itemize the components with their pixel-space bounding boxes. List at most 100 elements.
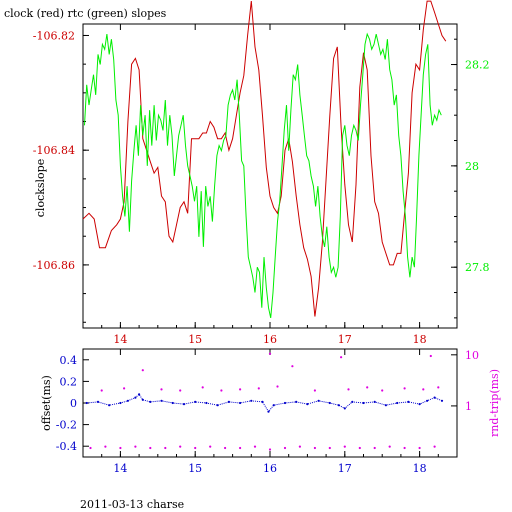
series-offset-point <box>194 400 197 403</box>
y-right-tick-label: 10 <box>465 349 479 362</box>
series-rnd-trip-outliers-point <box>268 352 272 355</box>
series-rnd-trip-outliers-point <box>160 388 163 391</box>
y-left-tick-label: 0.2 <box>60 375 78 388</box>
series-rnd-trip-outliers-point <box>437 386 440 389</box>
series-offset-point <box>126 399 129 402</box>
series-offset-point <box>171 401 174 405</box>
series-rnd-trip-outliers-point <box>366 386 369 389</box>
series-rnd-trip-point <box>373 446 376 450</box>
y-left-tick-label: 0 <box>70 397 77 410</box>
series-rnd-trip-point <box>104 445 107 448</box>
y-left-tick-label: -106.86 <box>33 259 75 272</box>
y-right-tick-label: 28 <box>465 160 479 173</box>
x-tick-label: 14 <box>113 333 127 346</box>
x-tick-label: 18 <box>413 333 427 346</box>
series-rnd-trip-outliers-point <box>429 354 432 358</box>
series-rnd-trip-point <box>179 445 182 448</box>
series-offset-point <box>216 404 219 407</box>
series-offset-point <box>351 400 354 403</box>
series-offset-point <box>138 393 141 396</box>
series-offset-point <box>396 401 399 405</box>
series-rnd-trip-point <box>209 445 212 448</box>
series-offset-point <box>295 400 298 403</box>
y-left-tick-label: -0.2 <box>56 419 77 432</box>
series-rnd-trip-point <box>164 446 167 450</box>
series-offset-point <box>407 400 410 403</box>
series-offset-point <box>440 399 444 402</box>
series-rnd-trip-point <box>403 446 406 450</box>
y-left-tick-label: 0.4 <box>60 354 78 367</box>
series-rnd-trip-point <box>298 445 301 448</box>
series-rnd-trip-point <box>134 445 137 448</box>
series-rnd-trip-point <box>253 445 257 448</box>
series-offset-point <box>267 410 270 413</box>
series-rnd-trip-point <box>194 446 197 450</box>
x-tick-label: 17 <box>338 462 352 475</box>
x-tick-label: 17 <box>338 333 352 346</box>
series-offset-point <box>272 404 275 407</box>
series-rnd-trip-outliers-point <box>403 387 406 390</box>
series-offset-point <box>250 399 253 402</box>
series-rnd-trip-outliers-point <box>141 369 144 372</box>
series-rnd-trip-outliers-point <box>313 389 316 392</box>
series-offset-point <box>182 403 186 406</box>
series-offset-point <box>433 396 436 399</box>
series-rnd-trip-point <box>388 445 391 448</box>
series-rnd-trip-point <box>313 446 316 450</box>
series-rnd-trip-outliers-point <box>381 389 384 392</box>
series-rnd-trip-outliers-point <box>257 387 260 390</box>
series-offset-point <box>119 401 122 405</box>
series-rnd-trip-point <box>328 446 331 450</box>
series-rnd-trip-outliers-point <box>220 389 223 392</box>
series-rnd-trip-point <box>358 446 361 450</box>
series-rnd-trip-outliers-point <box>123 387 126 390</box>
series-offset-point <box>343 407 346 410</box>
series-rnd-trip-point <box>224 446 227 450</box>
series-rnd-trip-outliers-point <box>291 365 294 368</box>
series-offset-point <box>362 401 365 405</box>
bottom-y-left-label: offset(ms) <box>40 375 53 431</box>
bottom-plot: 14 15 16 17 18 0.4 0.2 0 -0.2 -0.4 10 1 offset(ms) rn… <box>40 348 501 475</box>
series-rnd-trip-outliers-point <box>347 388 350 391</box>
series-offset-point <box>337 404 340 407</box>
y-right-tick-label: 27.8 <box>465 261 490 274</box>
series-rnd-trip-point <box>433 445 436 448</box>
series-offset-point <box>328 401 331 405</box>
series-rnd-trip-point <box>343 445 346 448</box>
series-rnd-trip-outliers-point <box>276 385 279 388</box>
y-right-tick-label: 1 <box>465 400 472 413</box>
top-y-axis-label: clockslope <box>34 159 47 217</box>
series-rnd-trip-point <box>119 446 122 450</box>
series-offset-point <box>134 396 137 399</box>
series-offset-point <box>141 398 144 401</box>
footer-label: 2011-03-13 charse <box>80 498 184 511</box>
y-left-tick-label: -106.84 <box>33 144 75 157</box>
series-offset-point <box>108 404 111 407</box>
series-rnd-trip-point <box>418 446 421 450</box>
series-offset-point <box>227 400 230 403</box>
series-offset-point <box>160 399 163 402</box>
series-clock-line <box>82 0 447 317</box>
series-offset-point <box>317 399 320 402</box>
series-offset-point <box>205 401 208 405</box>
x-tick-label: 18 <box>413 462 427 475</box>
bottom-y-right-label: rnd-trip(ms) <box>488 369 501 437</box>
bottom-plot-frame <box>82 348 458 458</box>
y-right-tick-label: 28.2 <box>465 59 490 72</box>
series-rnd-trip-point <box>149 446 152 450</box>
series-rnd-trip-outliers-point <box>340 356 343 359</box>
series-rnd-trip-point <box>239 446 242 450</box>
x-tick-label: 16 <box>263 462 277 475</box>
series-offset-trace <box>86 393 443 413</box>
series-rnd-trip-outliers-point <box>422 388 425 391</box>
series-offset-point <box>96 400 100 403</box>
series-offset-point <box>384 404 387 407</box>
series-offset-point <box>306 403 309 406</box>
series-rnd-trip-outliers-point <box>201 386 204 389</box>
y-left-tick-label: -0.4 <box>56 440 77 453</box>
series-offset-point <box>373 400 376 403</box>
series-offset-point <box>261 400 264 403</box>
series-rnd-trip-point <box>89 446 92 450</box>
